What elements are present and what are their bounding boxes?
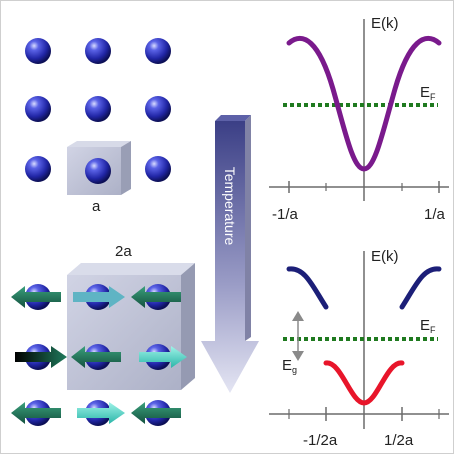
atom [145,38,171,64]
moment-arrow-left-icon [71,346,121,368]
doubled-lattice-constant-label: 2a [115,243,132,260]
atom [25,38,51,64]
tick-label-top-right: 1/a [424,206,445,223]
band-gap-label: Eg [282,357,298,375]
atom [85,96,111,122]
fermi-level-label-bottom: EF [420,317,436,335]
fermi-level-label-top: EF [420,84,436,102]
temperature-arrow [201,115,259,393]
tick-label-top-left: -1/a [272,206,298,223]
lattice-constant-label: a [92,198,101,215]
atom [85,38,111,64]
gap-arrow-up-icon [292,311,304,321]
temperature-label: Temperature [222,166,238,246]
lower-band-curve [323,360,405,406]
moment-arrow-right-icon [77,402,125,424]
atom [25,96,51,122]
atom [85,158,111,184]
unit-cell-box-a [67,141,131,195]
tick-label-bottom-right: 1/2a [384,432,414,449]
moment-arrow-right-icon [73,286,125,308]
upper-band-left-curve [286,266,329,310]
metallic-band-curve [286,36,442,172]
band-plot-top [269,19,449,201]
tick-label-bottom-left: -1/2a [303,432,338,449]
moment-arrow-left-icon [131,402,181,424]
energy-axis-label-bottom: E(k) [371,248,399,265]
moment-arrow-right-icon [139,346,187,368]
band-plot-bottom [269,251,449,429]
unit-cell-box-2a [67,263,195,390]
lattice-top [25,38,171,195]
upper-band-right-curve [399,266,442,310]
atom [145,156,171,182]
moment-arrow-left-icon [11,286,61,308]
moment-arrow-right-icon [15,346,67,368]
atom [25,156,51,182]
moment-arrow-left-icon [11,402,61,424]
atom [145,96,171,122]
energy-axis-label-top: E(k) [371,15,399,32]
gap-arrow-down-icon [292,351,304,361]
lattice-bottom [11,263,195,426]
moment-arrow-left-icon [131,286,181,308]
